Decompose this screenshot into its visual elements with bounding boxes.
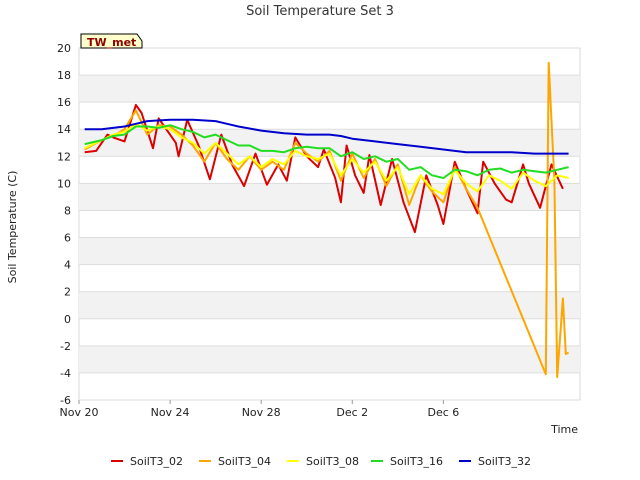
grid-band: [79, 237, 580, 265]
grid-lines: [79, 47, 580, 401]
legend: SoilT3_02 SoilT3_04 SoilT3_08 SoilT3_16 Soil…: [111, 455, 531, 468]
grid-band: [79, 291, 580, 319]
legend-label: SoilT3_32: [478, 455, 531, 468]
x-tick-label: Nov 20: [60, 406, 99, 419]
y-tick-label: 4: [64, 259, 71, 272]
grid-band: [79, 75, 580, 103]
badge-label: TW_met: [87, 36, 136, 49]
series-layer: [84, 61, 570, 378]
legend-item-soilt3-16: SoilT3_16: [371, 455, 443, 468]
y-tick-label: 16: [57, 96, 71, 109]
y-tick-label: 18: [57, 69, 71, 82]
x-axis-ticks: Nov 20 Nov 24 Nov 28 Dec 2 Dec 6: [60, 400, 459, 419]
y-tick-label: 14: [57, 123, 71, 136]
y-tick-label: 6: [64, 232, 71, 245]
y-tick-label: 2: [64, 286, 71, 299]
x-axis-label: Time: [550, 423, 578, 436]
legend-item-soilt3-04: SoilT3_04: [199, 455, 271, 468]
series-line-soilt3-32: [84, 118, 569, 155]
legend-label: SoilT3_08: [306, 455, 359, 468]
plot-area: [78, 47, 581, 401]
y-tick-label: -2: [60, 340, 71, 353]
y-tick-label: -4: [60, 367, 71, 380]
chart-title: Soil Temperature Set 3: [246, 4, 394, 19]
y-tick-label: 12: [57, 150, 71, 163]
legend-label: SoilT3_16: [390, 455, 443, 468]
station-badge: TW_met: [80, 33, 143, 49]
y-axis-label: Soil Temperature (C): [6, 171, 19, 284]
legend-item-soilt3-32: SoilT3_32: [459, 455, 531, 468]
x-tick-label: Dec 6: [427, 406, 459, 419]
badge-shape: [80, 33, 143, 49]
legend-label: SoilT3_04: [218, 455, 271, 468]
legend-item-soilt3-08: SoilT3_08: [287, 455, 359, 468]
y-tick-label: 10: [57, 177, 71, 190]
y-tick-label: -6: [60, 394, 71, 407]
y-tick-label: 0: [64, 313, 71, 326]
series-line-soilt3-08: [84, 122, 569, 196]
grid-band: [79, 345, 580, 373]
x-tick-label: Nov 28: [242, 406, 281, 419]
grid-band: [79, 183, 580, 211]
legend-label: SoilT3_02: [130, 455, 183, 468]
legend-item-soilt3-02: SoilT3_02: [111, 455, 183, 468]
x-tick-label: Dec 2: [336, 406, 368, 419]
series-line-soilt3-16: [84, 124, 569, 179]
y-tick-label: 8: [64, 204, 71, 217]
y-axis-ticks: -6 -4 -2 0 2 4 6 8 10 12 14 16 18 20: [57, 42, 71, 407]
x-tick-label: Nov 24: [151, 406, 190, 419]
y-tick-label: 20: [57, 42, 71, 55]
